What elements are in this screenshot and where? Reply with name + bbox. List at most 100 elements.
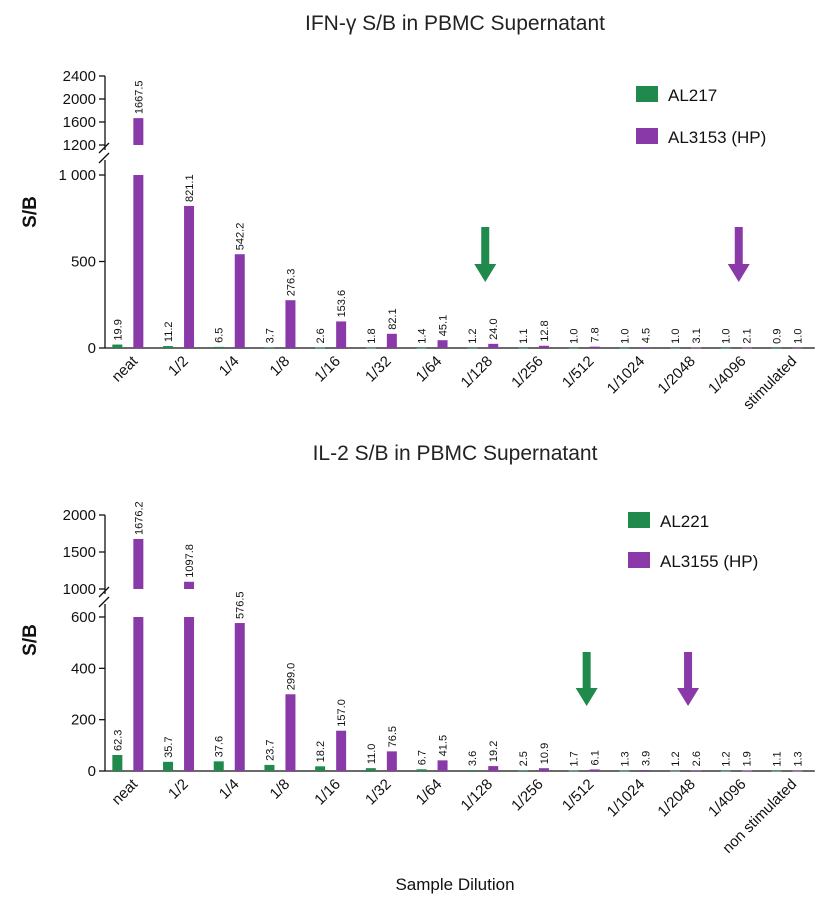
data-label: 2.1 (742, 328, 754, 343)
y-tick-label: 0 (88, 763, 96, 780)
data-label: 1.3 (619, 751, 631, 766)
x-tick-label: 1/128 (458, 353, 497, 392)
bar-lower-segment (184, 617, 195, 771)
data-label: 542.2 (235, 223, 247, 251)
data-label: 157.0 (336, 699, 348, 727)
y-tick-label: 400 (71, 660, 96, 677)
data-label: 1.1 (518, 329, 530, 344)
x-tick-label: 1/128 (458, 776, 497, 815)
x-tick-label: stimulated (740, 353, 800, 413)
data-label: 82.1 (387, 308, 399, 329)
data-label: 41.5 (438, 735, 450, 756)
y-tick-label: 1600 (63, 114, 96, 131)
bar (720, 770, 731, 772)
bar (416, 347, 427, 349)
x-tick-label: 1/4096 (705, 776, 749, 820)
bar (792, 770, 803, 772)
bar (315, 347, 326, 349)
data-label: 1.9 (742, 751, 754, 766)
y-tick-label: 2000 (63, 91, 96, 108)
bar (315, 766, 326, 771)
bar (467, 770, 478, 771)
bar (488, 766, 499, 771)
bar (568, 770, 579, 772)
y-tick-label: 200 (71, 712, 96, 729)
data-label: 3.9 (640, 751, 652, 766)
bar (589, 346, 600, 348)
data-label: 2.6 (691, 751, 703, 766)
axis-break-mark (98, 142, 110, 154)
data-label: 11.2 (163, 321, 175, 342)
x-tick-label: 1/64 (413, 353, 446, 386)
data-label: 10.9 (539, 743, 551, 764)
data-label: 24.0 (488, 318, 500, 339)
bar-lower-segment (133, 617, 144, 771)
bar (336, 321, 347, 348)
data-label: 19.2 (488, 741, 500, 762)
bar (568, 347, 579, 349)
y-tick-label: 2400 (63, 68, 96, 85)
bar (112, 755, 123, 771)
bar (640, 769, 651, 771)
bar (467, 347, 478, 349)
data-label: 276.3 (285, 269, 297, 297)
chart-title: IL-2 S/B in PBMC Supernatant (313, 442, 598, 465)
x-tick-label: 1/4096 (705, 353, 749, 397)
y-tick-label: 600 (71, 609, 96, 626)
bar (538, 345, 549, 348)
bar (771, 770, 782, 772)
bar-upper-segment (184, 581, 195, 589)
data-label: 0.9 (771, 329, 783, 344)
bar (234, 254, 245, 348)
data-label: 1.8 (366, 328, 378, 343)
legend-swatch (628, 552, 650, 568)
bar (163, 761, 174, 771)
x-tick-label: 1/2048 (654, 353, 698, 397)
bar (670, 347, 681, 349)
legend-swatch (636, 128, 658, 144)
bar (184, 205, 195, 348)
bar (741, 347, 752, 349)
bar (741, 770, 752, 772)
x-tick-label: 1/4 (216, 776, 243, 803)
legend-label: AL3155 (HP) (660, 552, 758, 571)
data-label: 18.2 (315, 741, 327, 762)
x-tick-label: 1/2048 (654, 776, 698, 820)
legend-swatch (636, 86, 658, 102)
data-label: 76.5 (387, 726, 399, 747)
y-tick-label: 1200 (63, 137, 96, 154)
y-axis-label: S/B (20, 196, 41, 228)
ifn-gamma-panel: IFN-γ S/B in PBMC Supernatant S/B 0 500 1 … (20, 12, 815, 413)
data-label: 1.7 (569, 751, 581, 766)
y-tick-label: 1 000 (58, 167, 96, 184)
legend-label: AL221 (660, 512, 709, 531)
down-arrow-icon (474, 227, 497, 282)
axis-break-mark (98, 586, 110, 598)
data-label: 62.3 (112, 730, 124, 751)
bar (538, 768, 549, 771)
y-tick-label: 500 (71, 254, 96, 271)
down-arrow-icon (677, 652, 700, 706)
data-label: 3.7 (264, 328, 276, 343)
x-tick-label: 1/32 (362, 353, 395, 386)
x-tick-label: 1/256 (508, 353, 547, 392)
bar (691, 347, 702, 349)
data-label: 1676.2 (133, 501, 145, 535)
bar (264, 764, 275, 771)
bar (792, 347, 803, 349)
bar (771, 347, 782, 349)
x-tick-label: 1/4 (216, 353, 243, 380)
chart-title: IFN-γ S/B in PBMC Supernatant (305, 12, 605, 35)
bar (386, 333, 397, 348)
y-tick-label: 1000 (63, 581, 96, 598)
data-label: 35.7 (163, 736, 175, 757)
bar (213, 346, 224, 348)
x-tick-label: 1/2 (165, 353, 192, 380)
legend-label: AL3153 (HP) (668, 128, 766, 147)
data-label: 7.8 (590, 327, 602, 342)
x-tick-label: 1/32 (362, 776, 395, 809)
legend-label: AL217 (668, 86, 717, 105)
data-label: 12.8 (539, 320, 551, 341)
x-tick-label: 1/256 (508, 776, 547, 815)
